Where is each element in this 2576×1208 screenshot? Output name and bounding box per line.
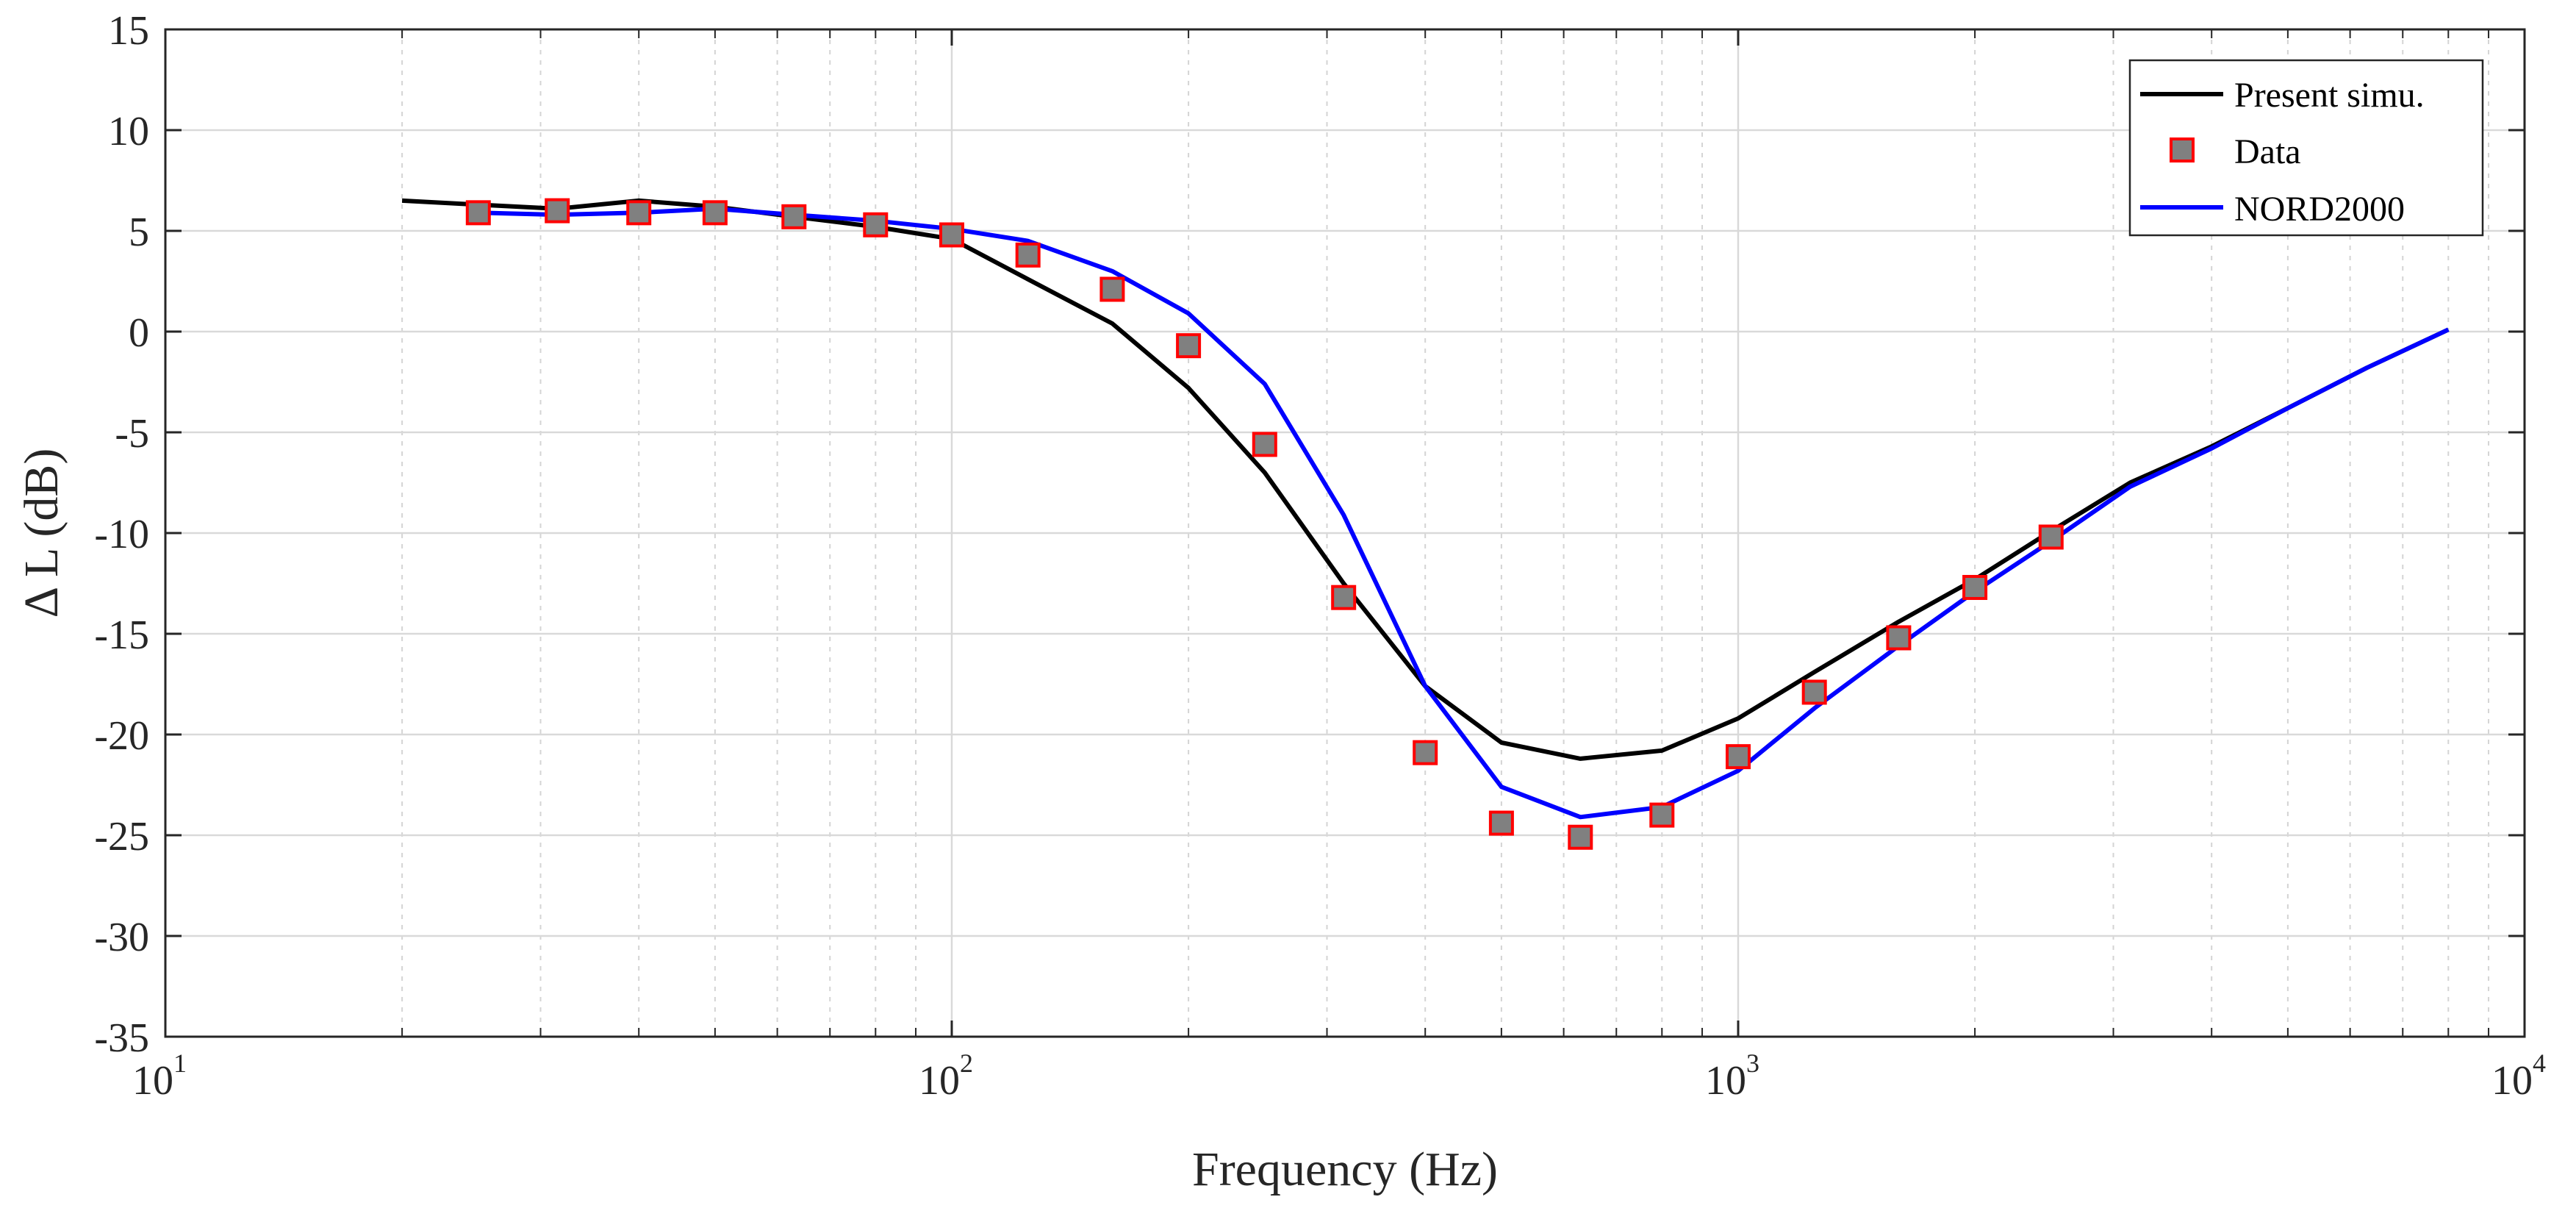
x-tick-label-exponent: 4: [2533, 1048, 2546, 1078]
data-point-marker: [1568, 824, 1593, 850]
data-point-marker: [1099, 276, 1125, 302]
data-point-marker: [863, 212, 889, 237]
legend-label-data: Data: [2234, 132, 2301, 171]
legend-label-present-simu: Present simu.: [2234, 76, 2425, 115]
x-tick-label-exponent: 3: [1746, 1048, 1759, 1078]
data-point-marker: [1962, 574, 1988, 600]
x-tick-label: 104: [2491, 1048, 2546, 1104]
data-point-marker: [1488, 810, 1514, 836]
y-tick-label: -30: [94, 915, 149, 960]
y-tick-label: -10: [94, 512, 149, 557]
y-tick-label: 5: [129, 210, 149, 255]
y-tick-label: 15: [108, 8, 149, 54]
x-tick-label-exponent: 1: [173, 1048, 187, 1078]
x-tick-label: 102: [919, 1048, 973, 1104]
y-tick-label: -35: [94, 1015, 149, 1061]
y-tick-label: -5: [115, 411, 149, 457]
data-point-marker: [702, 200, 728, 226]
legend-label-nord2000: NORD2000: [2234, 190, 2405, 229]
data-point-marker: [1726, 744, 1751, 770]
ticks-layer: [164, 28, 2526, 1038]
data-point-marker: [781, 204, 807, 229]
legend-marker-data: [2170, 137, 2195, 162]
x-tick-label: 103: [1705, 1048, 1759, 1104]
x-tick-label-exponent: 2: [960, 1048, 973, 1078]
data-point-marker: [465, 200, 491, 226]
y-axis-title: Δ L (dB): [15, 448, 68, 618]
data-point-marker: [1015, 242, 1041, 268]
series-line-2: [478, 206, 2450, 820]
y-tick-label: 10: [108, 109, 149, 154]
legend: Present simu. Data NORD2000: [2128, 59, 2484, 237]
data-point-marker: [2038, 524, 2064, 550]
data-point-marker: [1801, 679, 1827, 705]
data-point-marker: [1413, 740, 1438, 765]
y-tick-label: -25: [94, 814, 149, 859]
data-point-marker: [545, 198, 570, 224]
y-tick-label: 0: [129, 310, 149, 356]
data-point-marker: [1649, 802, 1675, 828]
x-axis-title: Frequency (Hz): [1192, 1143, 1498, 1196]
y-tick-label: -20: [94, 713, 149, 759]
data-point-marker: [1176, 333, 1202, 359]
data-point-marker: [939, 222, 964, 248]
data-point-marker: [626, 200, 652, 226]
series-layer: [401, 198, 2450, 850]
y-tick-label: -15: [94, 612, 149, 658]
data-point-marker: [1331, 585, 1357, 610]
data-point-marker: [1886, 625, 1912, 651]
data-point-marker: [1252, 432, 1277, 457]
